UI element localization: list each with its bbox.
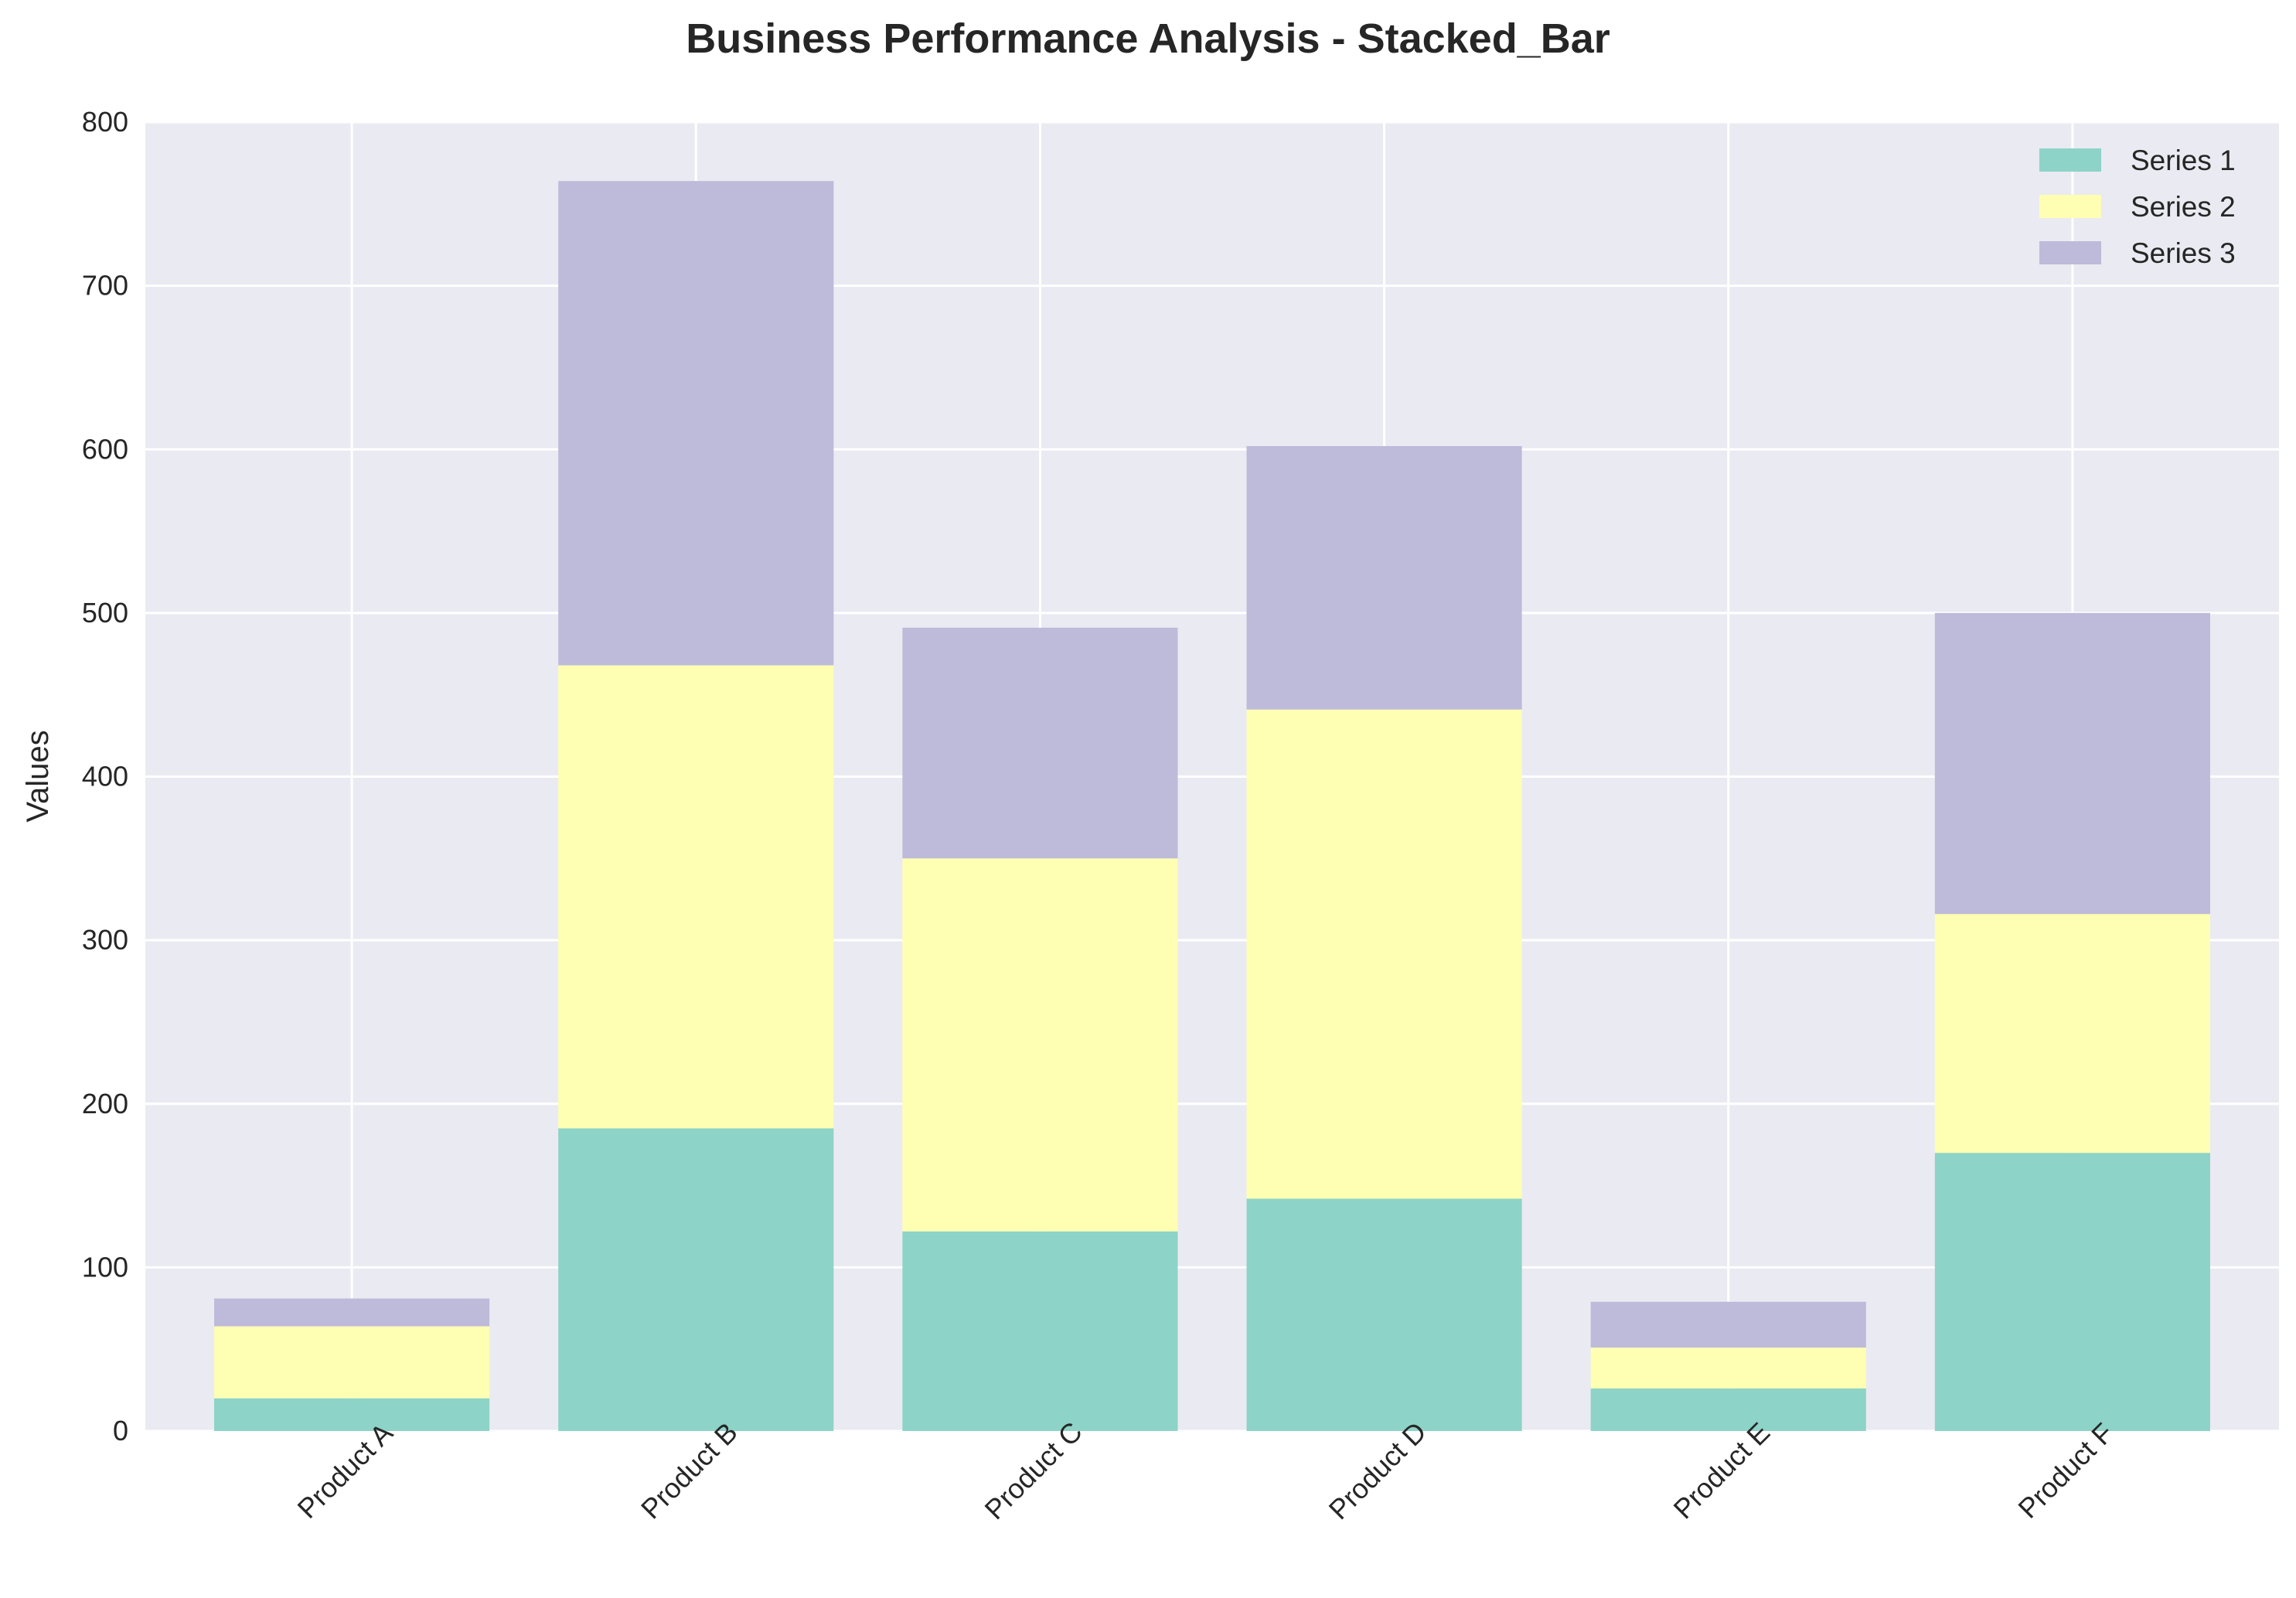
- bar-series-1: [1246, 1198, 1522, 1431]
- legend-label: Series 1: [2131, 145, 2236, 176]
- legend-label: Series 3: [2131, 237, 2236, 269]
- bar-series-3: [558, 181, 834, 666]
- bars: [214, 181, 2210, 1431]
- bar-series-3: [1246, 446, 1522, 710]
- bar-series-1: [1590, 1388, 1866, 1431]
- bar-series-2: [1934, 914, 2210, 1153]
- bar-series-3: [902, 627, 1178, 859]
- x-tick-label: Product A: [291, 1416, 399, 1524]
- bar-series-1: [1934, 1153, 2210, 1431]
- bar-series-2: [902, 858, 1178, 1232]
- y-tick-label: 500: [82, 597, 128, 629]
- bar-series-3: [1934, 612, 2210, 915]
- bar-series-3: [1590, 1301, 1866, 1348]
- y-axis-label: Values: [21, 730, 55, 822]
- y-tick-label: 100: [82, 1251, 128, 1283]
- legend-swatch: [2039, 148, 2101, 172]
- bar-series-2: [1590, 1348, 1866, 1388]
- bar-series-2: [1246, 709, 1522, 1199]
- y-tick-label: 200: [82, 1088, 128, 1119]
- bar-series-1: [214, 1398, 490, 1431]
- x-tick-label: Product E: [1667, 1416, 1777, 1525]
- chart-title: Business Performance Analysis - Stacked_…: [686, 15, 1610, 62]
- x-tick-label: Product B: [635, 1416, 744, 1525]
- legend: Series 1 Series 2 Series 3: [2039, 145, 2236, 269]
- y-tick-label: 400: [82, 761, 128, 792]
- y-axis-ticks: 0 100 200 300 400 500 600 700 800: [82, 106, 128, 1446]
- bar-series-1: [902, 1231, 1178, 1431]
- y-tick-label: 800: [82, 106, 128, 138]
- y-tick-label: 300: [82, 924, 128, 956]
- bar-series-3: [214, 1298, 490, 1327]
- y-tick-label: 0: [113, 1415, 128, 1446]
- y-tick-label: 600: [82, 433, 128, 465]
- bar-series-1: [558, 1128, 834, 1431]
- legend-swatch: [2039, 195, 2101, 218]
- legend-label: Series 2: [2131, 191, 2236, 223]
- bar-series-2: [558, 665, 834, 1129]
- x-tick-label: Product F: [2012, 1416, 2119, 1524]
- bar-series-2: [214, 1326, 490, 1399]
- legend-swatch: [2039, 241, 2101, 264]
- y-tick-label: 700: [82, 270, 128, 302]
